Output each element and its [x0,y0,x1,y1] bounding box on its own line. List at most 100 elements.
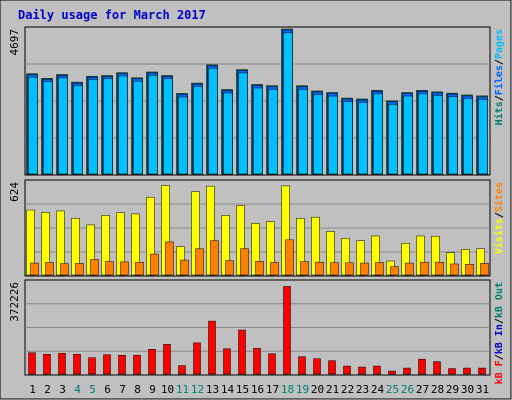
bar-sites [150,253,159,276]
x-tick-label: 10 [161,383,174,396]
x-tick-label: 30 [461,383,474,396]
bar-pages [103,78,113,175]
bar-sites [420,261,429,276]
bar-kbf [103,354,111,375]
bar-pages [58,77,68,175]
x-tick-label: 7 [119,383,126,396]
bar-kbf [193,342,201,375]
bar-sites [270,262,279,276]
bar-kbf [223,348,231,375]
bar-kbf [343,365,351,375]
legend-label: / [494,354,505,360]
bar-sites [225,260,234,276]
bar-kbf [418,358,426,375]
x-tick-label: 13 [206,383,219,396]
bar-kbf [313,358,321,375]
bar-kbf [58,352,66,375]
bar-pages [28,76,38,175]
bar-pages [118,75,128,175]
bar-sites [195,248,204,276]
legend-label: / [494,318,505,324]
bar-sites [330,262,339,276]
bar-sites [120,261,129,276]
x-tick-label: 21 [326,383,339,396]
bar-kbf [88,357,96,375]
bar-sites [450,263,459,276]
x-tick-label: 28 [431,383,444,396]
bar-kbf [163,344,171,375]
legend-middle: Visits/Sites [493,182,505,254]
bar-kbf [448,368,456,375]
legend-label: Visits [493,218,505,254]
bar-pages [403,95,413,175]
legend-label: kB In [494,324,505,354]
legend-label: / [494,95,505,101]
x-tick-label: 27 [416,383,429,396]
bar-pages [283,32,293,175]
bar-sites [255,261,264,276]
bar-sites [75,263,84,276]
bar-kbf [28,352,36,375]
bar-kbf [43,353,51,375]
bar-pages [238,72,248,175]
bar-sites [300,261,309,276]
bar-sites [285,239,294,276]
x-tick-label: 14 [221,383,235,396]
x-tick-label: 22 [341,383,354,396]
bar-sites [45,262,54,276]
legend-label: kB F [494,360,505,384]
x-tick-label: 17 [266,383,279,396]
bar-kbf [133,354,141,375]
legend-label: Hits [493,101,505,125]
x-tick-label: 3 [59,383,66,396]
chart-plots: 4697Hits/Files/Pages624Visits/Sites37222… [8,26,505,396]
bar-sites [165,241,174,276]
bar-kbf [328,360,336,375]
x-tick-label: 29 [446,383,459,396]
bar-pages [223,92,233,175]
bar-pages [373,93,383,175]
x-tick-label: 9 [149,383,156,396]
bar-pages [178,96,188,175]
bar-kbf [358,366,366,375]
x-tick-label: 24 [371,383,385,396]
bar-pages [358,102,368,175]
bar-sites [480,263,489,276]
bar-pages [418,93,428,175]
legend-label: Sites [493,182,505,212]
bar-kbf [268,353,276,375]
bar-kbf [178,365,186,375]
legend-label: kB Out [494,282,505,318]
legend-label: Files [493,65,505,95]
bar-sites [390,266,399,276]
bar-pages [298,89,308,175]
bar-pages [253,87,263,175]
legend-label: Pages [494,29,505,59]
bar-sites [180,259,189,276]
x-tick-label: 20 [311,383,324,396]
bar-pages [148,75,158,175]
bar-pages [268,89,278,175]
bar-kbf [208,320,216,375]
legend-label: / [494,59,505,65]
x-tick-label: 26 [401,383,414,396]
bar-sites [375,262,384,276]
bar-sites [210,240,219,276]
bar-pages [463,98,473,175]
bar-sites [465,264,474,276]
bar-sites [240,248,249,276]
legend-bottom: kB F/kB In/kB Out [494,282,505,384]
bar-sites [315,261,324,276]
x-tick-label: 11 [176,383,189,396]
bar-pages [448,96,458,175]
y-max-label-top: 4697 [8,29,21,56]
bar-pages [478,99,488,175]
bar-pages [193,86,203,175]
y-max-label-bottom: 372226 [8,282,21,322]
bar-kbf [403,367,411,375]
x-tick-label: 12 [191,383,204,396]
x-tick-label: 1 [29,383,36,396]
bar-kbf [238,329,246,375]
x-tick-label: 4 [74,383,81,396]
